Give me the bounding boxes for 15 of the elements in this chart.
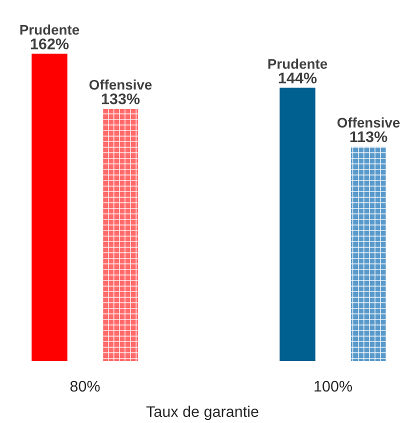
text: Offensive: [337, 117, 400, 128]
series-label: Prudente: [20, 24, 80, 35]
bar: [351, 146, 386, 361]
x-axis-title: Taux de garantie: [146, 406, 258, 420]
data-label: 113%: [350, 131, 388, 142]
x-tick-label: 80%: [70, 380, 100, 392]
bar: [32, 54, 68, 361]
bar: [280, 88, 316, 361]
data-label: 144%: [278, 72, 317, 84]
text: Prudente: [268, 58, 328, 69]
series-label: Offensive: [89, 79, 152, 90]
data-label: 133%: [102, 93, 140, 104]
x-tick-label: 100%: [314, 380, 352, 392]
bar: [103, 109, 138, 361]
data-label: 162%: [30, 38, 69, 50]
